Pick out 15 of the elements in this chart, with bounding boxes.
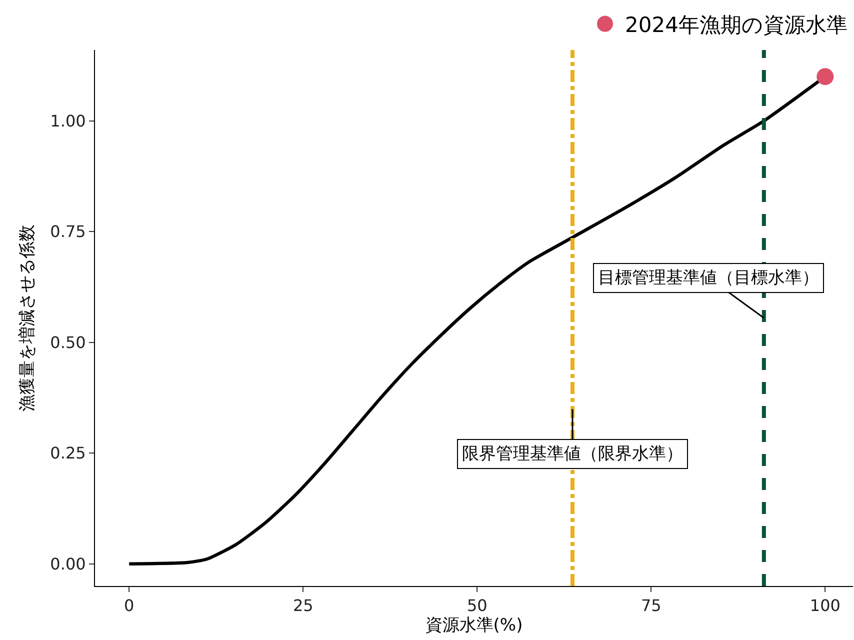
ref-line-label: 目標管理基準値（目標水準） [598, 268, 819, 288]
y-tick-label: 0.75 [50, 222, 86, 242]
x-tick-label: 25 [292, 596, 314, 616]
legend-label: 2024年漁期の資源水準 [625, 12, 848, 37]
y-axis-title: 漁獲量を増減させる係数 [18, 224, 38, 412]
x-tick-label: 75 [640, 596, 662, 616]
y-tick-label: 0.00 [50, 554, 86, 574]
x-axis-title: 資源水準(%) [425, 616, 523, 636]
y-tick-label: 0.50 [50, 332, 86, 352]
y-tick-label: 1.00 [50, 111, 86, 130]
x-tick-label: 0 [124, 596, 134, 616]
x-tick-label: 50 [466, 596, 488, 616]
x-tick-label: 100 [810, 596, 840, 616]
y-tick-label: 0.25 [50, 444, 86, 463]
ref-line-label: 限界管理基準値（限界水準） [462, 444, 683, 464]
